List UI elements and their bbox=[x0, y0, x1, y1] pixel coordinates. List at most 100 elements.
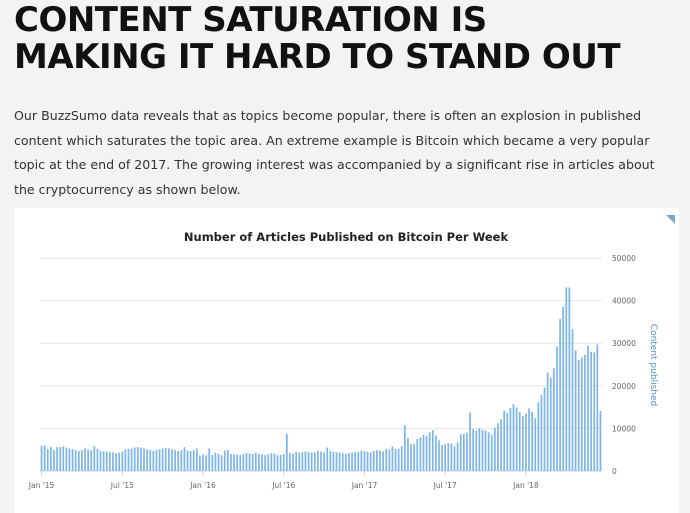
chart-bar[interactable] bbox=[344, 453, 347, 471]
chart-bar[interactable] bbox=[360, 450, 363, 471]
chart-bar[interactable] bbox=[403, 425, 406, 471]
chart-bar[interactable] bbox=[537, 402, 540, 471]
chart-bar[interactable] bbox=[428, 432, 431, 471]
chart-bar[interactable] bbox=[435, 435, 437, 471]
chart-bar[interactable] bbox=[466, 433, 468, 471]
chart-bar[interactable] bbox=[164, 448, 167, 471]
chart-bar[interactable] bbox=[422, 434, 425, 471]
chart-bar[interactable] bbox=[43, 445, 46, 471]
chart-bar[interactable] bbox=[323, 452, 325, 471]
chart-bar[interactable] bbox=[295, 451, 298, 471]
chart-bar[interactable] bbox=[199, 455, 201, 471]
chart-bar[interactable] bbox=[81, 450, 83, 471]
chart-bar[interactable] bbox=[484, 430, 487, 471]
chart-bar[interactable] bbox=[285, 433, 288, 471]
chart-bar[interactable] bbox=[273, 453, 276, 471]
chart-bar[interactable] bbox=[62, 446, 65, 471]
chart-bar[interactable] bbox=[248, 453, 251, 471]
chart-bar[interactable] bbox=[438, 440, 440, 471]
chart-bar[interactable] bbox=[376, 450, 378, 471]
chart-bar[interactable] bbox=[152, 450, 155, 471]
chart-bar[interactable] bbox=[230, 453, 232, 471]
chart-bar[interactable] bbox=[133, 447, 136, 471]
chart-bar[interactable] bbox=[261, 454, 263, 471]
chart-bar[interactable] bbox=[168, 448, 170, 471]
chart-bar[interactable] bbox=[348, 453, 350, 471]
chart-bar[interactable] bbox=[329, 450, 332, 471]
chart-bar[interactable] bbox=[574, 350, 577, 471]
chart-bar[interactable] bbox=[270, 453, 273, 471]
chart-bar[interactable] bbox=[124, 449, 127, 471]
chart-bar[interactable] bbox=[118, 452, 121, 471]
chart-bar[interactable] bbox=[121, 451, 124, 471]
chart-bar[interactable] bbox=[251, 453, 254, 471]
chart-bar[interactable] bbox=[444, 444, 447, 471]
chart-bar[interactable] bbox=[338, 452, 341, 471]
chart-bar[interactable] bbox=[317, 450, 319, 471]
chart-bar[interactable] bbox=[245, 453, 248, 471]
chart-bar[interactable] bbox=[407, 438, 409, 471]
chart-bar[interactable] bbox=[456, 442, 459, 471]
chart-bar[interactable] bbox=[506, 413, 509, 471]
chart-bar[interactable] bbox=[366, 451, 369, 471]
chart-bar[interactable] bbox=[416, 439, 419, 471]
chart-bar[interactable] bbox=[180, 450, 183, 471]
chart-bar[interactable] bbox=[258, 453, 260, 471]
chart-bar[interactable] bbox=[335, 452, 338, 471]
chart-bar[interactable] bbox=[304, 451, 307, 471]
chart-bar[interactable] bbox=[282, 453, 285, 471]
chart-bar[interactable] bbox=[596, 344, 599, 471]
chart-bar[interactable] bbox=[267, 454, 270, 471]
chart-bar[interactable] bbox=[223, 450, 226, 471]
chart-bar[interactable] bbox=[112, 452, 114, 471]
chart-bar[interactable] bbox=[590, 351, 592, 471]
chart-bar[interactable] bbox=[388, 449, 391, 471]
chart-bar[interactable] bbox=[487, 432, 490, 471]
chart-bar[interactable] bbox=[264, 455, 266, 471]
chart-bar[interactable] bbox=[65, 447, 68, 471]
chart-bar[interactable] bbox=[450, 443, 453, 471]
chart-bar[interactable] bbox=[195, 448, 198, 471]
chart-bar[interactable] bbox=[183, 447, 186, 471]
chart-bar[interactable] bbox=[559, 318, 561, 471]
chart-bar[interactable] bbox=[292, 453, 294, 471]
chart-bar[interactable] bbox=[481, 429, 484, 471]
chart-bar[interactable] bbox=[254, 452, 257, 471]
chart-bar[interactable] bbox=[186, 450, 189, 471]
chart-bar[interactable] bbox=[469, 412, 471, 471]
chart-bar[interactable] bbox=[279, 454, 282, 471]
chart-bar[interactable] bbox=[599, 410, 602, 471]
chart-bar[interactable] bbox=[531, 411, 533, 471]
chart-bar[interactable] bbox=[74, 450, 77, 471]
chart-bar[interactable] bbox=[512, 404, 515, 471]
chart-bar[interactable] bbox=[357, 451, 360, 471]
chart-bar[interactable] bbox=[549, 377, 552, 471]
chart-bar[interactable] bbox=[77, 450, 80, 471]
chart-bar[interactable] bbox=[205, 455, 207, 471]
chart-bar[interactable] bbox=[441, 445, 443, 471]
chart-bar[interactable] bbox=[158, 449, 161, 471]
chart-bar[interactable] bbox=[568, 287, 571, 471]
chart-bar[interactable] bbox=[565, 287, 568, 471]
chart-bar[interactable] bbox=[332, 451, 335, 471]
chart-bar[interactable] bbox=[509, 407, 512, 471]
chart-bar[interactable] bbox=[587, 345, 589, 471]
chart-bar[interactable] bbox=[140, 447, 142, 471]
chart-bar[interactable] bbox=[478, 427, 481, 471]
chart-bar[interactable] bbox=[220, 455, 223, 471]
chart-bar[interactable] bbox=[68, 448, 71, 471]
chart-bar[interactable] bbox=[239, 455, 242, 471]
chart-bar[interactable] bbox=[394, 448, 397, 471]
chart-bar[interactable] bbox=[431, 430, 434, 471]
chart-bar[interactable] bbox=[310, 452, 313, 471]
chart-bar[interactable] bbox=[459, 434, 462, 471]
chart-bar[interactable] bbox=[534, 418, 537, 471]
chart-bar[interactable] bbox=[577, 359, 580, 471]
chart-bar[interactable] bbox=[546, 372, 549, 471]
chart-bar[interactable] bbox=[369, 452, 372, 471]
chart-bar[interactable] bbox=[233, 454, 235, 471]
chart-bar[interactable] bbox=[515, 407, 518, 471]
chart-bar[interactable] bbox=[130, 448, 133, 471]
chart-bar[interactable] bbox=[56, 447, 58, 471]
chart-bar[interactable] bbox=[236, 454, 239, 471]
